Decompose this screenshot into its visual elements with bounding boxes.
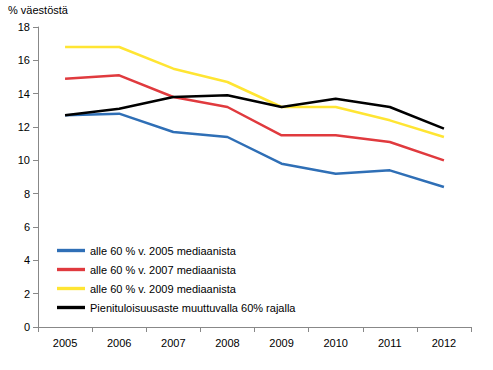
svg-text:16: 16 xyxy=(18,54,30,66)
svg-text:2: 2 xyxy=(24,288,30,300)
svg-text:2009: 2009 xyxy=(269,337,293,349)
svg-text:0: 0 xyxy=(24,321,30,333)
svg-text:12: 12 xyxy=(18,121,30,133)
svg-text:2008: 2008 xyxy=(215,337,239,349)
svg-text:2012: 2012 xyxy=(432,337,456,349)
svg-text:2010: 2010 xyxy=(323,337,347,349)
svg-text:Pienituloisuusaste muuttuvalla: Pienituloisuusaste muuttuvalla 60% rajal… xyxy=(90,302,296,314)
svg-text:2011: 2011 xyxy=(378,337,402,349)
svg-text:2007: 2007 xyxy=(161,337,185,349)
svg-text:% väestöstä: % väestöstä xyxy=(8,4,69,16)
svg-text:alle 60 % v. 2009 mediaanista: alle 60 % v. 2009 mediaanista xyxy=(90,283,237,295)
svg-text:2005: 2005 xyxy=(53,337,77,349)
svg-text:alle 60 % v. 2007 mediaanista: alle 60 % v. 2007 mediaanista xyxy=(90,264,237,276)
svg-text:alle 60 % v. 2005 mediaanista: alle 60 % v. 2005 mediaanista xyxy=(90,245,237,257)
svg-text:18: 18 xyxy=(18,21,30,33)
svg-text:14: 14 xyxy=(18,88,30,100)
svg-text:10: 10 xyxy=(18,154,30,166)
svg-text:6: 6 xyxy=(24,221,30,233)
svg-text:8: 8 xyxy=(24,188,30,200)
svg-text:2006: 2006 xyxy=(107,337,131,349)
svg-text:4: 4 xyxy=(24,254,30,266)
